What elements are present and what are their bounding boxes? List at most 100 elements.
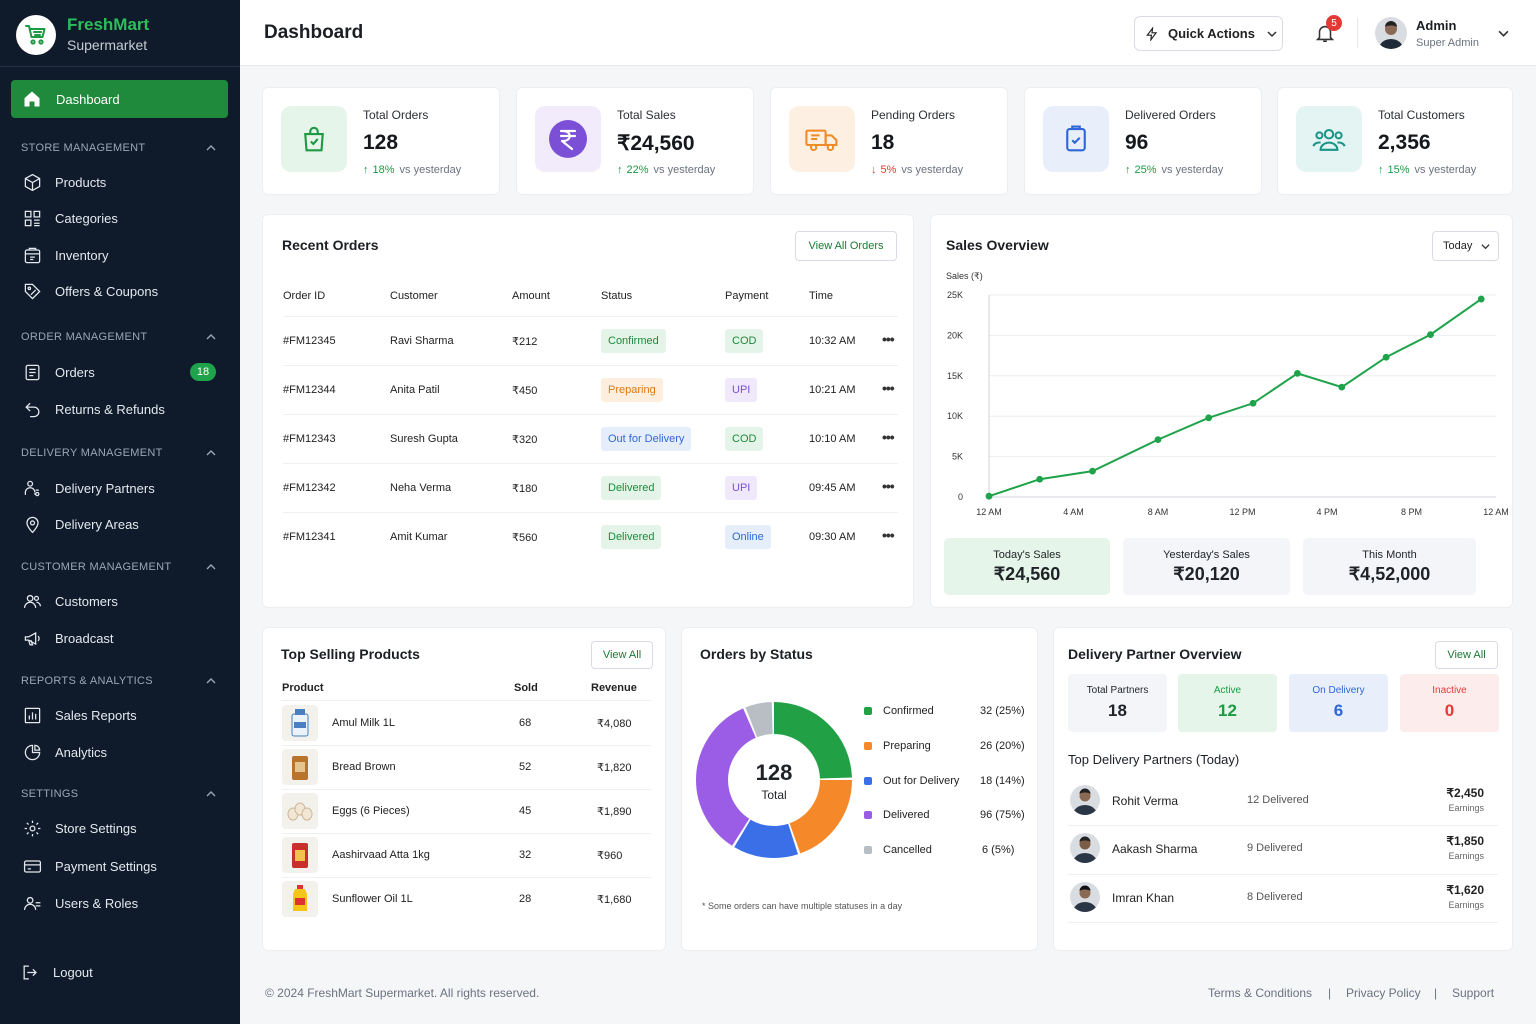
order-id[interactable]: #FM12344 (283, 384, 336, 396)
section-store-management[interactable]: STORE MANAGEMENT (21, 142, 216, 154)
sidebar-item-label: Delivery Areas (55, 516, 139, 532)
view-all-products-button[interactable]: View All (591, 641, 653, 669)
more-actions-icon[interactable]: ••• (882, 478, 895, 494)
sidebar-item-users-roles[interactable]: Users & Roles (22, 891, 222, 915)
sidebar-item-label: Categories (55, 210, 118, 226)
clipboard-icon (22, 362, 42, 382)
product-sold: 52 (519, 761, 532, 773)
order-id[interactable]: #FM12341 (283, 531, 336, 543)
footer-link-support[interactable]: Support (1452, 986, 1495, 1000)
stat-card-total-orders[interactable]: Total Orders 128 ↑ 18% vs yesterday (262, 87, 500, 195)
stat-card-total-customers[interactable]: Total Customers 2,356 ↑ 15% vs yesterday (1277, 87, 1513, 195)
stat-pct: 15% (1387, 164, 1410, 176)
arrow-down-icon: ↓ (871, 164, 877, 176)
order-id[interactable]: #FM12343 (283, 433, 336, 445)
user-name[interactable]: Admin (1416, 18, 1457, 33)
sidebar-item-payment-settings[interactable]: Payment Settings (22, 854, 222, 878)
footer-link-privacy[interactable]: Privacy Policy (1346, 986, 1421, 1000)
legend-label: Preparing (883, 740, 931, 752)
home-icon (24, 91, 40, 107)
sidebar-item-orders[interactable]: Orders (22, 360, 222, 384)
gear-icon (22, 818, 42, 838)
stat-suffix: vs yesterday (1161, 164, 1224, 176)
more-actions-icon[interactable]: ••• (882, 331, 895, 347)
sidebar-item-store-settings[interactable]: Store Settings (22, 816, 222, 840)
user-role: Super Admin (1416, 37, 1479, 49)
inventory-icon (22, 245, 42, 265)
logout-button[interactable]: Logout (20, 960, 220, 984)
partner-stat-label: On Delivery (1312, 685, 1365, 696)
sidebar-item-broadcast[interactable]: Broadcast (22, 626, 222, 650)
partner-stat-value: 12 (1218, 701, 1237, 720)
page-title: Dashboard (264, 22, 364, 43)
order-time: 10:32 AM (809, 335, 856, 347)
more-actions-icon[interactable]: ••• (882, 380, 895, 396)
period-select[interactable]: Today (1432, 231, 1499, 261)
sales-data-point (1089, 467, 1096, 475)
view-all-partners-button[interactable]: View All (1435, 641, 1498, 669)
partner-name[interactable]: Aakash Sharma (1112, 842, 1198, 856)
donut-slice (696, 702, 852, 858)
stat-label: Total Customers (1378, 108, 1465, 122)
sidebar-item-customers[interactable]: Customers (22, 589, 222, 613)
sidebar-item-returns[interactable]: Returns & Refunds (22, 397, 222, 421)
view-all-orders-button[interactable]: View All Orders (795, 231, 897, 261)
donut-total: 128 (755, 760, 793, 785)
section-order-management[interactable]: ORDER MANAGEMENT (21, 331, 216, 343)
admin-avatar[interactable] (1375, 17, 1407, 49)
sidebar-item-delivery-partners[interactable]: Delivery Partners (22, 476, 222, 500)
sidebar-item-analytics[interactable]: Analytics (22, 740, 222, 764)
sidebar-item-label: Offers & Coupons (55, 283, 159, 299)
partner-name[interactable]: Imran Khan (1112, 891, 1175, 905)
order-id[interactable]: #FM12342 (283, 482, 336, 494)
section-delivery-management[interactable]: DELIVERY MANAGEMENT (21, 447, 216, 459)
quick-actions-button[interactable]: Quick Actions (1134, 16, 1283, 51)
brand-name: FreshMart (67, 15, 150, 34)
sidebar-item-label: Inventory (55, 247, 109, 263)
delivery-person-icon (22, 478, 42, 498)
partner-name[interactable]: Rohit Verma (1112, 794, 1179, 808)
section-customer-management[interactable]: CUSTOMER MANAGEMENT (21, 561, 216, 573)
chevron-up-icon (206, 564, 216, 570)
more-actions-icon[interactable]: ••• (882, 527, 895, 543)
sales-data-point (1477, 295, 1485, 303)
chevron-down-icon (1481, 243, 1490, 249)
status-badge: Delivered (601, 476, 662, 500)
section-reports-analytics[interactable]: REPORTS & ANALYTICS (21, 675, 216, 687)
section-settings[interactable]: SETTINGS (21, 788, 216, 800)
customers-icon (1296, 106, 1362, 172)
section-label: SETTINGS (21, 788, 79, 800)
sidebar-item-offers[interactable]: Offers & Coupons (22, 279, 222, 303)
stat-card-delivered-orders[interactable]: Delivered Orders 96 ↑ 25% vs yesterday (1024, 87, 1262, 195)
chevron-down-icon[interactable] (1498, 28, 1509, 39)
eggs-icon (282, 793, 318, 829)
legend-label: Confirmed (883, 705, 934, 717)
brand[interactable]: FreshMart Supermarket (16, 14, 149, 56)
sidebar-item-delivery-areas[interactable]: Delivery Areas (22, 512, 222, 536)
sidebar-item-products[interactable]: Products (22, 170, 222, 194)
sidebar-item-dashboard[interactable]: Dashboard (11, 80, 228, 118)
product-sold: 45 (519, 805, 532, 817)
product-name: Bread Brown (332, 761, 396, 773)
sidebar-item-categories[interactable]: Categories (22, 206, 222, 230)
product-sold: 28 (519, 893, 532, 905)
sidebar-item-inventory[interactable]: Inventory (22, 243, 222, 267)
stat-card-total-sales[interactable]: Total Sales ₹24,560 ↑ 22% vs yesterday (516, 87, 754, 195)
order-time: 09:45 AM (809, 482, 856, 494)
footer-link-terms[interactable]: Terms & Conditions (1208, 986, 1313, 1000)
payment-badge: UPI (725, 378, 758, 402)
partner-avatar (1070, 882, 1100, 912)
stat-card-pending-orders[interactable]: Pending Orders 18 ↓ 5% vs yesterday (770, 87, 1008, 195)
sales-data-point (1249, 399, 1257, 407)
orders-by-status-title: Orders by Status (700, 646, 813, 662)
x-tick-label: 12 AM (1483, 507, 1509, 517)
row-divider (1068, 874, 1498, 875)
sidebar-item-sales-reports[interactable]: Sales Reports (22, 703, 222, 727)
order-id[interactable]: #FM12345 (283, 335, 336, 347)
sales-series-line (988, 298, 1482, 498)
partner-earnings-caption: Earnings (1448, 900, 1484, 910)
donut-slice (696, 702, 852, 858)
sales-overview-card: Sales Overview Today Sales (₹) 0 5K 10K 15K 2… (930, 214, 1513, 608)
more-actions-icon[interactable]: ••• (882, 429, 895, 445)
partner-stat-value: 6 (1333, 701, 1344, 720)
